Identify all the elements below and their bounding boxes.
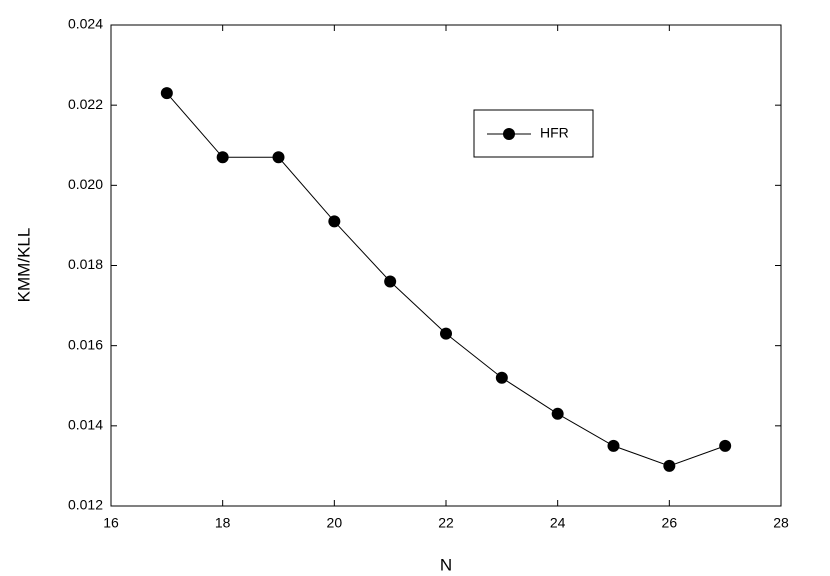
x-tick-label: 20 (327, 515, 343, 531)
y-tick-label: 0.018 (68, 256, 103, 272)
data-point (160, 87, 173, 100)
data-point (216, 151, 229, 164)
y-tick-label: 0.020 (68, 176, 103, 192)
data-point (663, 459, 676, 472)
y-tick-label: 0.016 (68, 336, 103, 352)
data-point (328, 215, 341, 228)
x-tick-label: 28 (773, 515, 789, 531)
y-axis-title: KMM/KLL (14, 228, 33, 303)
data-point (607, 439, 620, 452)
x-tick-label: 26 (662, 515, 678, 531)
x-tick-label: 18 (215, 515, 231, 531)
data-point (551, 407, 564, 420)
data-point (440, 327, 452, 340)
legend-label: HFR (540, 125, 569, 141)
x-axis-title: N (440, 555, 452, 574)
y-tick-label: 0.022 (68, 96, 103, 112)
plot-frame (110, 24, 782, 507)
data-point (384, 275, 397, 288)
y-tick-label: 0.012 (68, 497, 103, 513)
y-tick-label: 0.014 (68, 417, 103, 433)
series-line (166, 92, 726, 467)
x-tick-label: 16 (103, 515, 119, 531)
legend-marker (503, 128, 515, 140)
data-point (272, 151, 285, 164)
data-point (719, 439, 732, 452)
x-tick-label: 22 (438, 515, 454, 531)
x-tick-label: 24 (550, 515, 566, 531)
data-point (495, 371, 508, 384)
y-tick-label: 0.024 (68, 16, 103, 32)
